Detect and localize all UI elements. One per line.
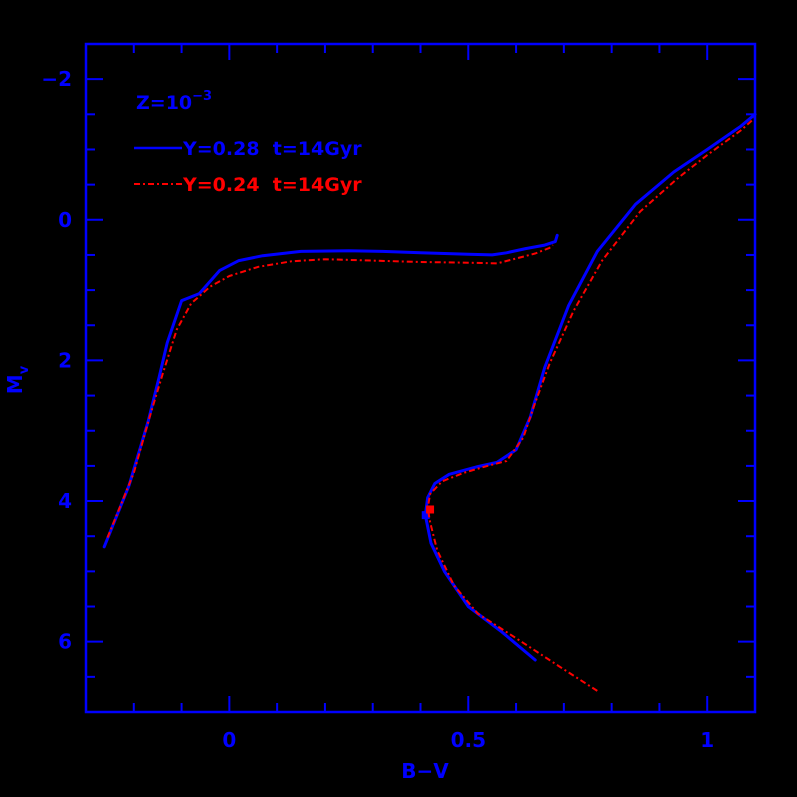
- turnoff-marker-0: [421, 511, 430, 520]
- x-tick-label: 0.5: [451, 728, 486, 752]
- legend-entry-label-1: Y=0.24 t=14Gyr: [182, 174, 362, 196]
- turnoff-marker-1: [426, 505, 435, 514]
- legend-header-exponent: −3: [192, 89, 212, 104]
- axis-ticks: [86, 44, 755, 712]
- legend: Z=10−3 Y=0.28 t=14Gyr Y=0.24 t=14Gyr: [134, 89, 362, 196]
- y-tick-label: 0: [58, 208, 72, 232]
- y-tick-label: 6: [58, 630, 72, 654]
- y-axis-label-main: M: [3, 374, 27, 394]
- x-axis-label: B−V: [401, 759, 449, 783]
- y-tick-label: −2: [41, 67, 72, 91]
- legend-entry-label-0: Y=0.28 t=14Gyr: [182, 138, 362, 160]
- x-tick-label: 0: [222, 728, 236, 752]
- series-1-horizontal-branch: [106, 244, 554, 538]
- y-axis-label: Mv: [3, 365, 32, 394]
- series-0-horizontal-branch: [102, 233, 559, 549]
- x-tick-label: 1: [700, 728, 714, 752]
- legend-header-text: Z=10: [136, 92, 192, 114]
- y-tick-label: 4: [58, 489, 72, 513]
- legend-header: Z=10−3: [136, 89, 212, 114]
- svg-text:Mv: Mv: [3, 365, 32, 394]
- series-1-main-sequence-to-giant-branch: [426, 117, 756, 692]
- y-axis-label-subscript: v: [17, 365, 32, 374]
- y-tick-label: 2: [58, 348, 72, 372]
- tick-labels: 0 0.5 1 −2 0 2 4 6: [41, 67, 714, 752]
- series-0-main-sequence-to-giant-branch: [423, 112, 757, 662]
- series-layer: [102, 112, 757, 692]
